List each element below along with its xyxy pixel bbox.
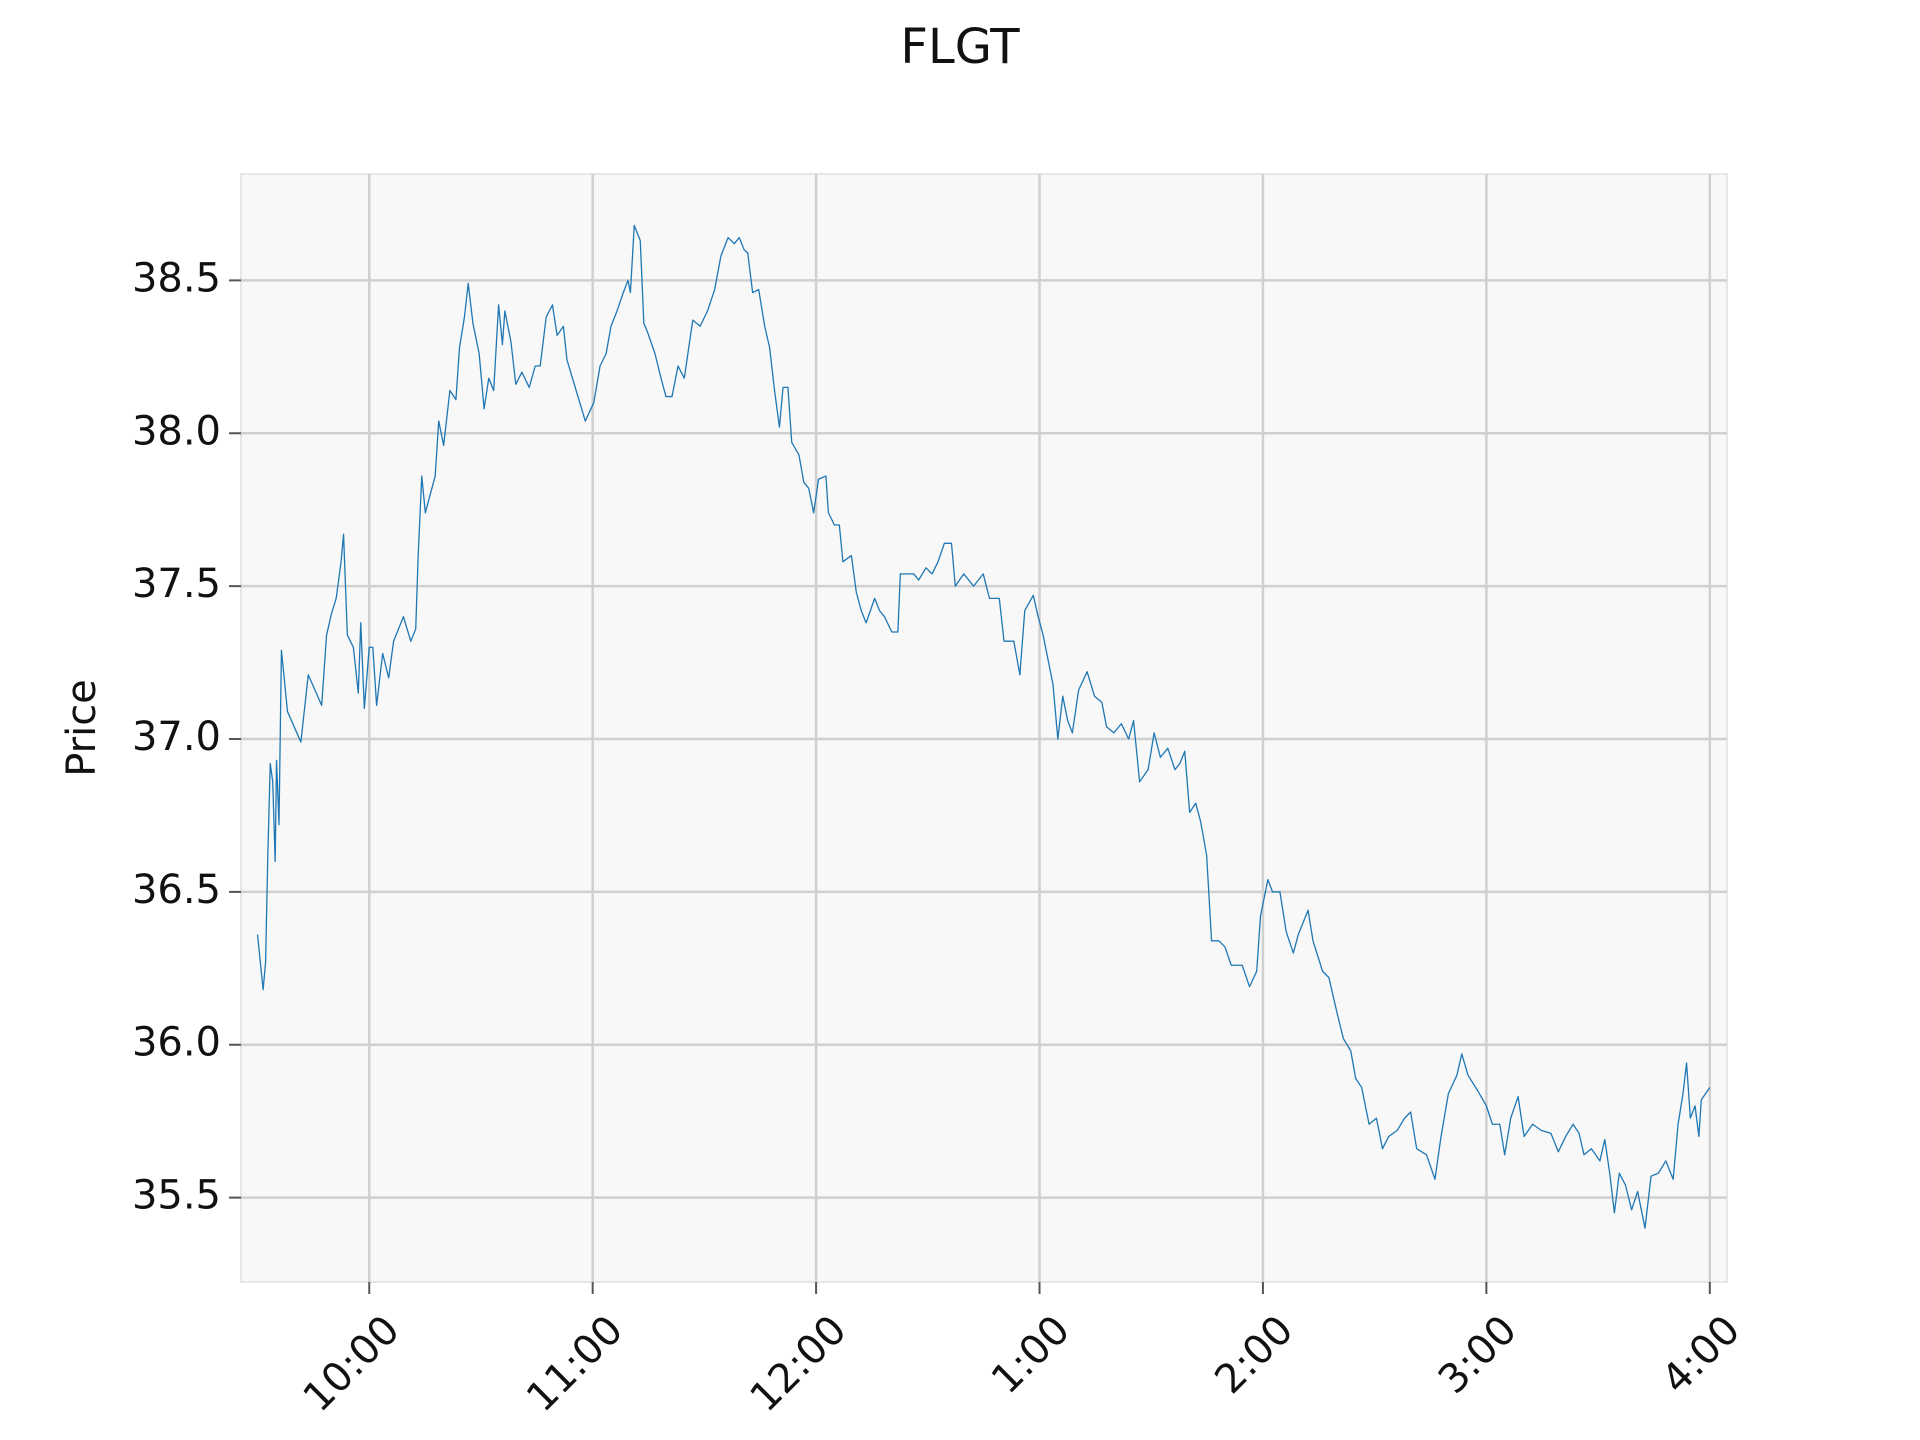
price-line [256, 224, 1711, 1229]
y-axis-label: Price [59, 679, 105, 777]
y-tick-label: 38.5 [132, 255, 221, 301]
y-tick-label: 36.5 [132, 867, 221, 913]
x-tick-label: 2:00 [1206, 1307, 1302, 1403]
x-tick-label: 4:00 [1653, 1307, 1749, 1403]
y-tick-label: 38.0 [132, 408, 221, 454]
x-tick-label: 12:00 [741, 1307, 855, 1421]
x-tick-label: 3:00 [1430, 1307, 1526, 1403]
x-tick-label: 10:00 [295, 1307, 409, 1421]
x-tick-label: 11:00 [518, 1307, 632, 1421]
chart-title: FLGT [900, 19, 1020, 75]
y-tick-label: 37.5 [132, 561, 221, 607]
y-tick-label: 35.5 [132, 1173, 221, 1219]
plot-area [240, 173, 1728, 1283]
x-tick-label: 1:00 [983, 1307, 1079, 1403]
y-tick-label: 37.0 [132, 714, 221, 760]
y-tick-label: 36.0 [132, 1020, 221, 1066]
